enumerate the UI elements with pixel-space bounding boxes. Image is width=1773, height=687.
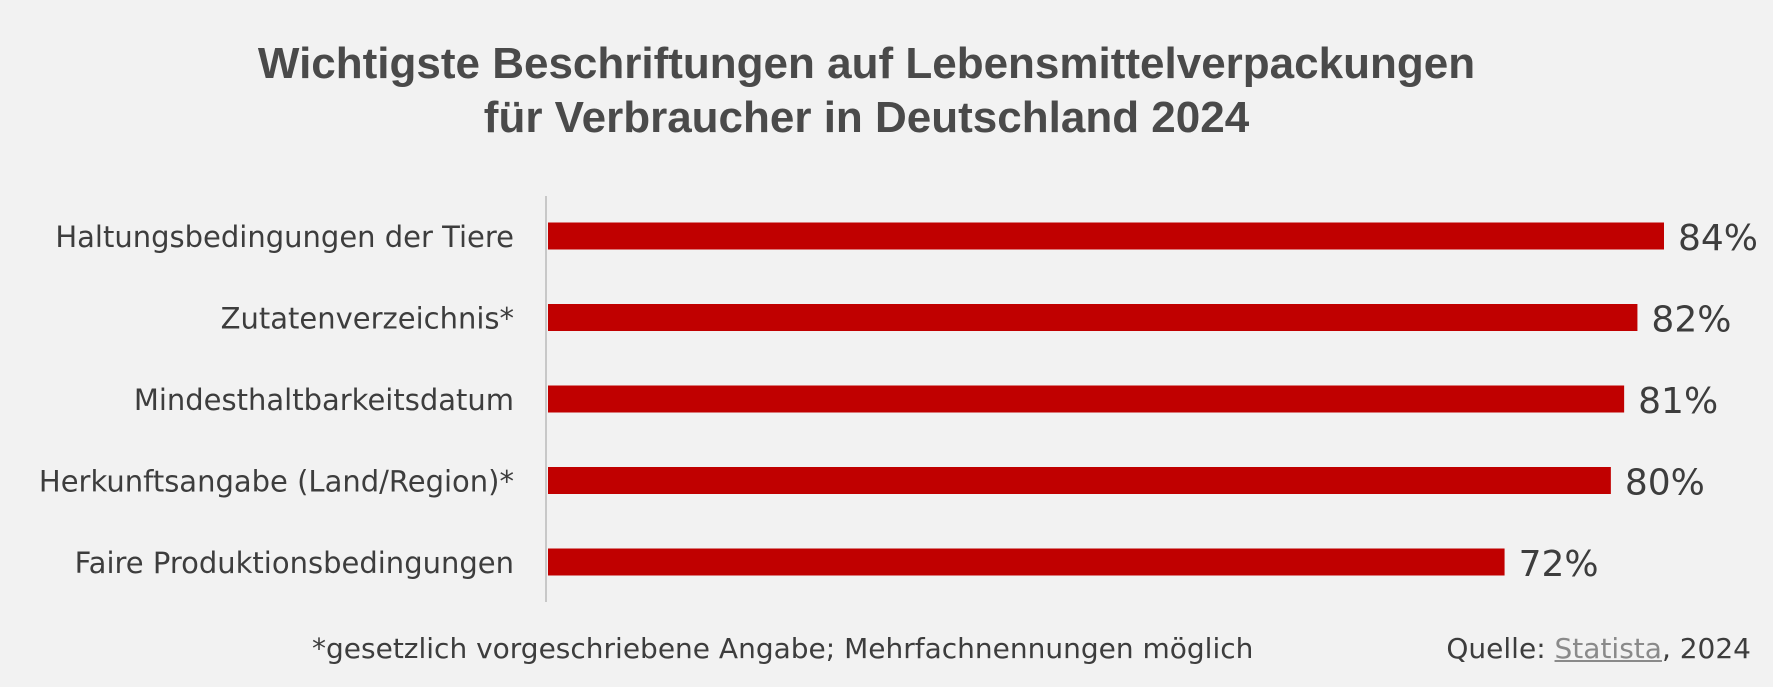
category-label: Faire Produktionsbedingungen <box>75 546 514 580</box>
bars-group: Haltungsbedingungen der Tiere 84% Zutatenv… <box>39 218 1758 585</box>
source-link[interactable]: Statista <box>1554 632 1662 665</box>
category-label: Herkunftsangabe (Land/Region)* <box>39 465 514 499</box>
chart-title-line-1: Wichtigste Beschriftungen auf Lebensmitt… <box>257 39 1476 88</box>
bar <box>548 548 1505 576</box>
bar <box>548 304 1638 331</box>
value-label: 81% <box>1638 381 1718 422</box>
footnote: *gesetzlich vorgeschriebene Angabe; Mehr… <box>312 632 1254 665</box>
category-label: Haltungsbedingungen der Tiere <box>55 220 514 254</box>
value-label: 82% <box>1651 300 1731 341</box>
chart-title-line-2: für Verbraucher in Deutschland 2024 <box>483 93 1250 142</box>
category-label: Mindesthaltbarkeitsdatum <box>134 383 514 417</box>
value-label: 72% <box>1519 544 1599 585</box>
source-credit: Quelle: Statista, 2024 <box>1446 632 1751 665</box>
bar <box>548 222 1664 250</box>
category-label: Zutatenverzeichnis* <box>221 302 514 336</box>
value-label: 80% <box>1625 463 1705 504</box>
value-label: 84% <box>1678 218 1758 259</box>
bar <box>548 385 1625 413</box>
bar <box>548 467 1611 494</box>
source-suffix: , 2024 <box>1661 632 1751 665</box>
source-prefix: Quelle: <box>1446 632 1555 665</box>
